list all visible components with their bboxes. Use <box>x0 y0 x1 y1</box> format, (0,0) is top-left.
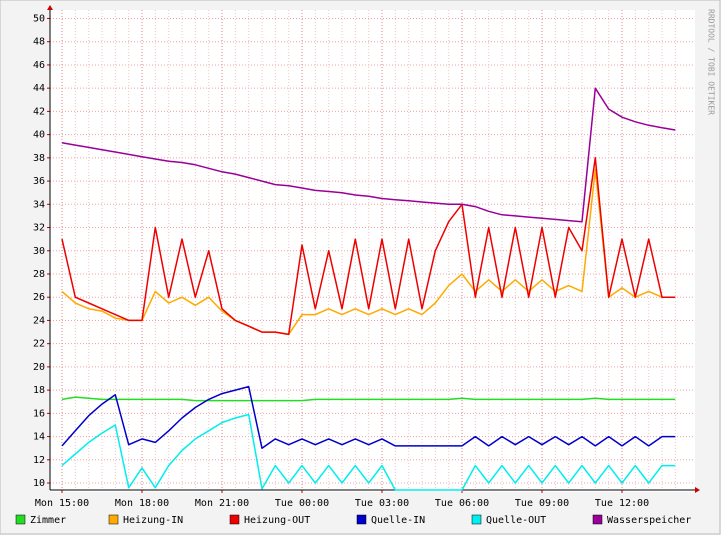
legend-swatch <box>356 514 367 525</box>
legend-swatch <box>108 514 119 525</box>
y-tick-label: 28 <box>33 269 45 280</box>
y-tick-label: 18 <box>33 385 45 396</box>
series-line <box>61 157 676 336</box>
y-tick-label: 38 <box>33 153 45 164</box>
x-axis-arrow <box>695 487 700 493</box>
y-axis-arrow <box>47 5 53 10</box>
y-tick-label: 46 <box>33 60 45 71</box>
x-tick-label: Tue 09:00 <box>515 498 569 509</box>
series-line <box>61 413 676 491</box>
y-tick-label: 36 <box>33 176 45 187</box>
x-tick-label: Mon 18:00 <box>115 498 169 509</box>
legend-label: Wasserspeicher <box>607 515 691 526</box>
x-tick-label: Tue 03:00 <box>355 498 409 509</box>
y-tick-label: 40 <box>33 130 45 141</box>
y-tick-label: 10 <box>33 478 45 489</box>
x-tick-label: Mon 21:00 <box>195 498 249 509</box>
y-tick-label: 26 <box>33 292 45 303</box>
series-line <box>61 396 676 402</box>
y-tick-label: 14 <box>33 432 45 443</box>
legend-swatch <box>592 514 603 525</box>
y-tick-label: 24 <box>33 315 45 326</box>
y-tick-label: 22 <box>33 339 45 350</box>
x-tick-label: Tue 00:00 <box>275 498 329 509</box>
legend-label: Heizung-IN <box>123 515 183 526</box>
legend-label: Quelle-IN <box>371 515 425 526</box>
legend-swatch <box>229 514 240 525</box>
series-line <box>61 87 676 223</box>
x-tick-label: Tue 12:00 <box>595 498 649 509</box>
y-tick-label: 42 <box>33 106 45 117</box>
y-tick-label: 48 <box>33 37 45 48</box>
legend-swatch <box>15 514 26 525</box>
y-tick-label: 12 <box>33 455 45 466</box>
watermark: RRDTOOL / TOBI OETIKER <box>707 9 716 115</box>
legend-label: Heizung-OUT <box>244 515 310 526</box>
y-tick-label: 32 <box>33 223 45 234</box>
y-tick-label: 50 <box>33 13 45 24</box>
legend-swatch <box>471 514 482 525</box>
y-tick-label: 30 <box>33 246 45 257</box>
x-tick-label: Mon 15:00 <box>35 498 89 509</box>
y-tick-label: 16 <box>33 408 45 419</box>
legend-label: Quelle-OUT <box>486 515 546 526</box>
y-tick-label: 44 <box>33 83 45 94</box>
y-tick-label: 20 <box>33 362 45 373</box>
legend-label: Zimmer <box>30 515 66 526</box>
y-tick-label: 34 <box>33 199 45 210</box>
x-tick-label: Tue 06:00 <box>435 498 489 509</box>
series-line <box>61 385 676 449</box>
series-line <box>61 168 676 336</box>
